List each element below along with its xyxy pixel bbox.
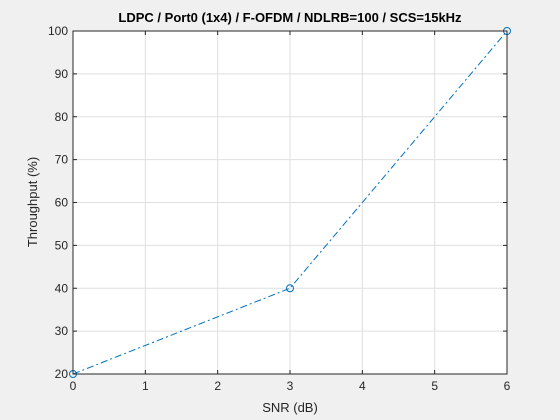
y-tick-label: 80 xyxy=(55,110,69,124)
chart-title: LDPC / Port0 (1x4) / F-OFDM / NDLRB=100 … xyxy=(118,10,462,25)
x-tick-label: 0 xyxy=(70,379,77,393)
series-line xyxy=(72,30,508,375)
x-axis-label: SNR (dB) xyxy=(262,400,318,415)
data-point-marker xyxy=(286,284,294,293)
y-tick-label: 90 xyxy=(55,67,69,81)
y-tick-label: 60 xyxy=(55,196,69,210)
y-axis-label: Throughput (%) xyxy=(25,157,40,247)
y-tick-label: 70 xyxy=(55,153,69,167)
ticks: 0 1 2 3 4 5 6 20 30 40 50 60 70 80 90 100 xyxy=(48,24,511,393)
x-tick-label: 5 xyxy=(431,379,438,393)
x-tick-label: 1 xyxy=(142,379,149,393)
y-tick-label: 40 xyxy=(55,281,69,295)
x-tick-label: 4 xyxy=(359,379,366,393)
x-tick-label: 3 xyxy=(287,379,294,393)
y-tick-label: 50 xyxy=(55,238,69,252)
x-tick-label: 6 xyxy=(504,379,511,393)
x-tick-label: 2 xyxy=(214,379,221,393)
y-tick-label: 100 xyxy=(48,24,68,38)
y-tick-label: 30 xyxy=(55,324,69,338)
y-tick-label: 20 xyxy=(55,367,69,381)
